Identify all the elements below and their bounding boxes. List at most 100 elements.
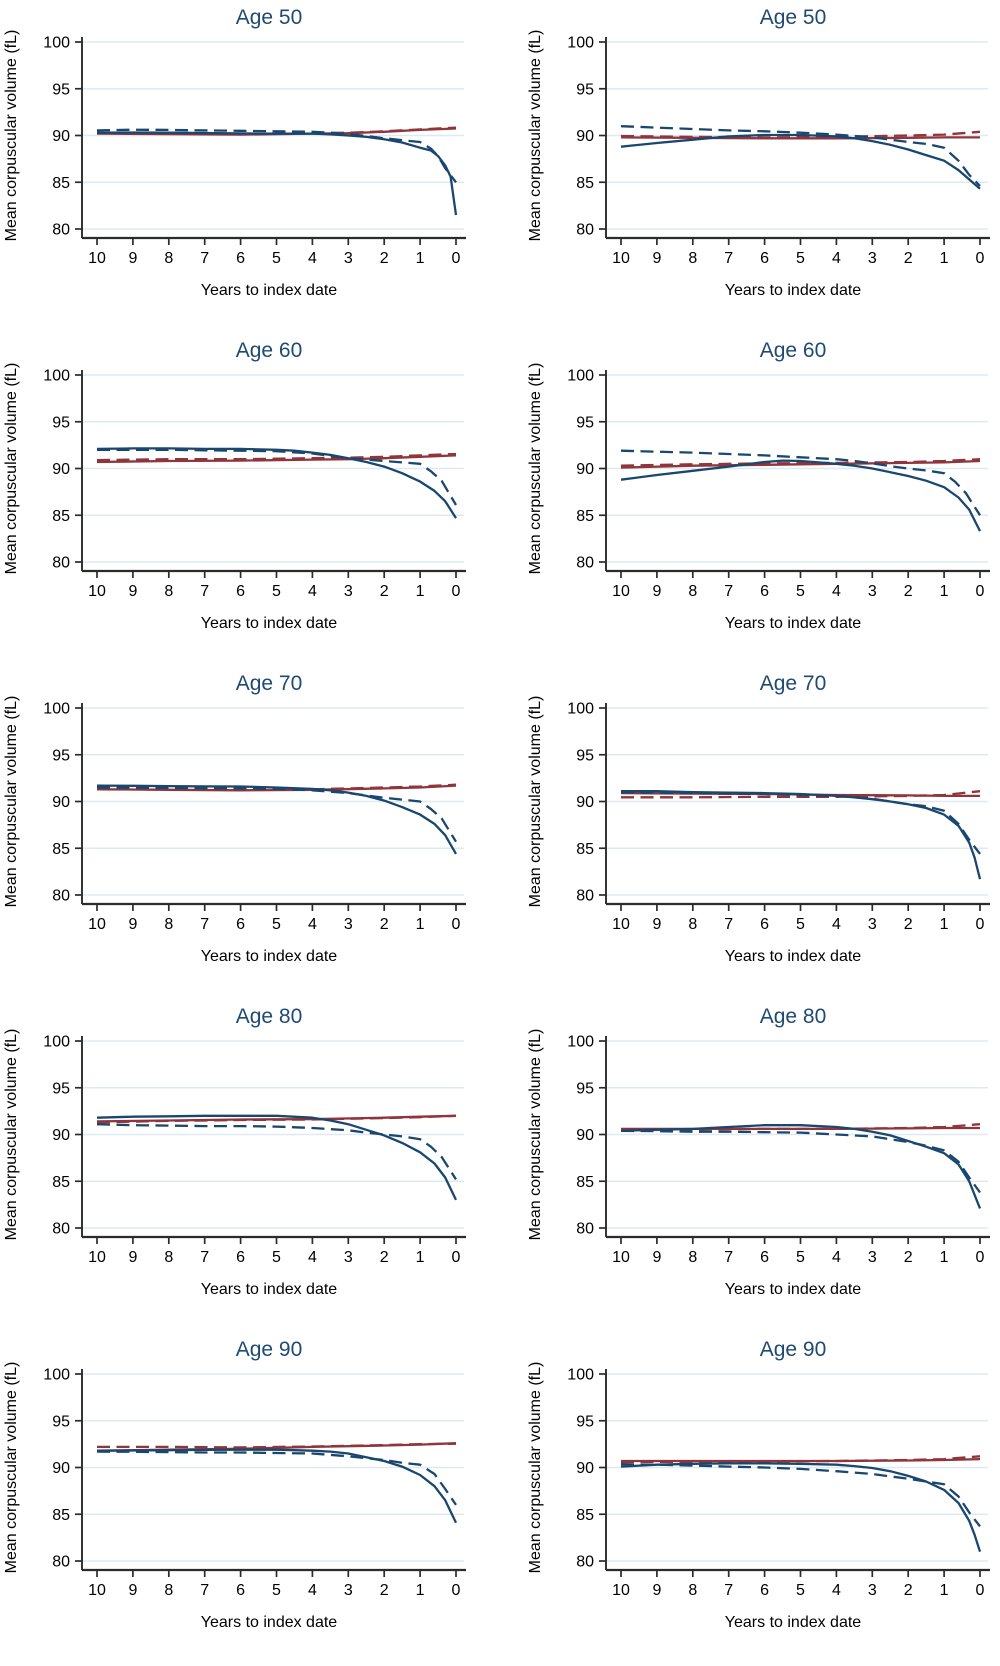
- x-tick-label: 3: [344, 250, 353, 267]
- y-axis-label: Mean corpuscular volume (fL): [3, 1362, 20, 1574]
- x-tick-label: 2: [904, 916, 913, 933]
- series-navy-dashed: [620, 1463, 981, 1528]
- chart-title: Age 90: [236, 1338, 303, 1361]
- x-tick-label: 6: [236, 250, 245, 267]
- x-tick-label: 1: [416, 916, 425, 933]
- y-tick-label: 100: [43, 368, 70, 385]
- x-axis-label: Years to index date: [725, 615, 862, 632]
- y-tick-label: 85: [576, 508, 594, 525]
- chart-panel-age-90-left: 100 95 90 85 80 10 9 8 7 6 5 4 3 2 1 0 Age 90 Mean corpus…: [0, 1332, 500, 1665]
- x-tick-label: 8: [688, 916, 697, 933]
- x-tick-label: 10: [88, 583, 106, 600]
- x-tick-label: 3: [344, 1582, 353, 1599]
- x-axis-label: Years to index date: [201, 615, 338, 632]
- x-tick-label: 5: [796, 1249, 805, 1266]
- y-tick-label: 80: [576, 888, 594, 905]
- y-tick-label: 80: [52, 555, 70, 572]
- x-tick-label: 7: [724, 916, 733, 933]
- series-navy-dashed: [96, 128, 457, 183]
- x-tick-label: 1: [940, 250, 949, 267]
- x-tick-label: 9: [652, 916, 661, 933]
- y-tick-label: 85: [52, 841, 70, 858]
- y-tick-label: 95: [576, 747, 594, 764]
- x-tick-label: 3: [868, 583, 877, 600]
- x-tick-label: 7: [200, 250, 209, 267]
- x-tick-label: 7: [724, 1582, 733, 1599]
- y-tick-label: 100: [43, 1367, 70, 1384]
- y-tick-label: 85: [52, 1507, 70, 1524]
- chart-panel-age-70-left: 100 95 90 85 80 10 9 8 7 6 5 4 3 2 1 0 Age 70 Mean corpus…: [0, 666, 500, 999]
- x-tick-label: 3: [868, 250, 877, 267]
- x-tick-label: 9: [128, 250, 137, 267]
- x-tick-label: 5: [272, 1249, 281, 1266]
- y-tick-label: 85: [576, 841, 594, 858]
- x-tick-label: 5: [272, 583, 281, 600]
- y-tick-label: 90: [52, 128, 70, 145]
- x-tick-label: 6: [760, 1582, 769, 1599]
- y-tick-label: 90: [52, 794, 70, 811]
- x-tick-label: 7: [724, 583, 733, 600]
- series-navy-solid: [96, 447, 457, 519]
- chart-panel-age-50-right: 100 95 90 85 80 10 9 8 7 6 5 4 3 2 1 0 Age 50 Mean corpus…: [500, 0, 1000, 333]
- series-red-solid: [620, 136, 980, 140]
- y-tick-label: 80: [576, 555, 594, 572]
- x-tick-label: 6: [236, 1249, 245, 1266]
- x-tick-label: 5: [796, 916, 805, 933]
- x-tick-label: 4: [308, 250, 317, 267]
- x-tick-label: 3: [344, 1249, 353, 1266]
- chart-title: Age 80: [236, 1005, 303, 1028]
- chart-title: Age 80: [760, 1005, 827, 1028]
- chart-panel-age-60-left: 100 95 90 85 80 10 9 8 7 6 5 4 3 2 1 0 Age 60 Mean corpus…: [0, 333, 500, 666]
- y-tick-label: 90: [576, 1127, 594, 1144]
- y-axis-label: Mean corpuscular volume (fL): [527, 696, 544, 908]
- series-navy-solid: [620, 133, 981, 190]
- x-axis-label: Years to index date: [725, 948, 862, 965]
- x-tick-label: 10: [612, 583, 630, 600]
- y-axis-label: Mean corpuscular volume (fL): [3, 363, 20, 575]
- x-tick-label: 0: [976, 583, 985, 600]
- chart-title: Age 50: [236, 6, 303, 29]
- x-tick-label: 0: [452, 583, 461, 600]
- x-tick-label: 3: [868, 916, 877, 933]
- y-tick-label: 80: [52, 1554, 70, 1571]
- y-tick-label: 90: [576, 794, 594, 811]
- series-red-dashed: [621, 1123, 981, 1131]
- x-tick-label: 5: [272, 916, 281, 933]
- y-tick-label: 95: [52, 1080, 70, 1097]
- x-tick-label: 5: [796, 1582, 805, 1599]
- y-tick-label: 85: [52, 508, 70, 525]
- y-tick-label: 95: [52, 1413, 70, 1430]
- x-tick-label: 10: [88, 250, 106, 267]
- x-tick-label: 0: [976, 1249, 985, 1266]
- y-tick-label: 90: [576, 128, 594, 145]
- x-axis-label: Years to index date: [201, 282, 338, 299]
- y-tick-label: 100: [567, 1367, 594, 1384]
- series-navy-dashed: [620, 449, 981, 516]
- series-red-dashed: [621, 1455, 981, 1464]
- x-tick-label: 3: [868, 1249, 877, 1266]
- x-tick-label: 10: [88, 1249, 106, 1266]
- x-tick-label: 0: [452, 1582, 461, 1599]
- x-tick-label: 4: [308, 1582, 317, 1599]
- x-tick-label: 2: [904, 250, 913, 267]
- x-tick-label: 7: [200, 583, 209, 600]
- x-tick-label: 7: [724, 1249, 733, 1266]
- x-tick-label: 9: [652, 583, 661, 600]
- x-tick-label: 9: [128, 1582, 137, 1599]
- series-navy-solid: [620, 1462, 982, 1553]
- x-tick-label: 2: [380, 583, 389, 600]
- chart-title: Age 70: [760, 672, 827, 695]
- x-axis-label: Years to index date: [725, 1281, 862, 1298]
- y-tick-label: 90: [52, 1460, 70, 1477]
- x-tick-label: 8: [164, 250, 173, 267]
- y-tick-label: 80: [52, 1221, 70, 1238]
- y-tick-label: 85: [52, 1174, 70, 1191]
- x-axis-label: Years to index date: [725, 282, 862, 299]
- x-tick-label: 8: [164, 1582, 173, 1599]
- x-tick-label: 0: [452, 1249, 461, 1266]
- y-tick-label: 90: [52, 1127, 70, 1144]
- y-tick-label: 95: [576, 1413, 594, 1430]
- x-tick-label: 6: [236, 1582, 245, 1599]
- y-tick-label: 95: [576, 414, 594, 431]
